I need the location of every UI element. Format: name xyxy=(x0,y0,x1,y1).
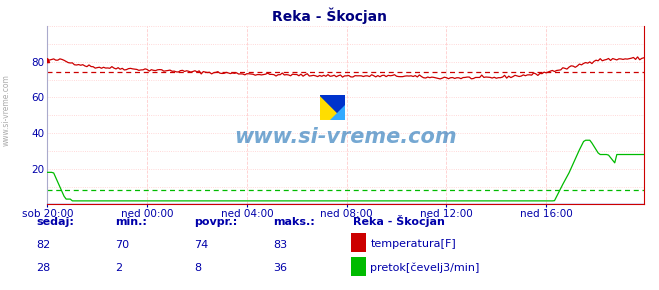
Text: 74: 74 xyxy=(194,240,209,250)
Text: 2: 2 xyxy=(115,263,123,273)
Text: 36: 36 xyxy=(273,263,287,273)
Text: 70: 70 xyxy=(115,240,129,250)
Text: 83: 83 xyxy=(273,240,287,250)
Text: www.si-vreme.com: www.si-vreme.com xyxy=(2,74,11,146)
Text: pretok[čevelj3/min]: pretok[čevelj3/min] xyxy=(370,262,480,273)
Polygon shape xyxy=(320,95,345,120)
Text: sedaj:: sedaj: xyxy=(36,217,74,227)
Text: Reka - Škocjan: Reka - Škocjan xyxy=(272,7,387,24)
Text: 82: 82 xyxy=(36,240,51,250)
Text: Reka - Škocjan: Reka - Škocjan xyxy=(353,215,444,227)
Text: min.:: min.: xyxy=(115,217,147,227)
Text: temperatura[F]: temperatura[F] xyxy=(370,239,456,249)
Polygon shape xyxy=(330,105,345,120)
Text: 8: 8 xyxy=(194,263,202,273)
Polygon shape xyxy=(320,95,345,120)
Text: povpr.:: povpr.: xyxy=(194,217,238,227)
Text: 28: 28 xyxy=(36,263,51,273)
Text: www.si-vreme.com: www.si-vreme.com xyxy=(235,127,457,147)
Text: maks.:: maks.: xyxy=(273,217,315,227)
